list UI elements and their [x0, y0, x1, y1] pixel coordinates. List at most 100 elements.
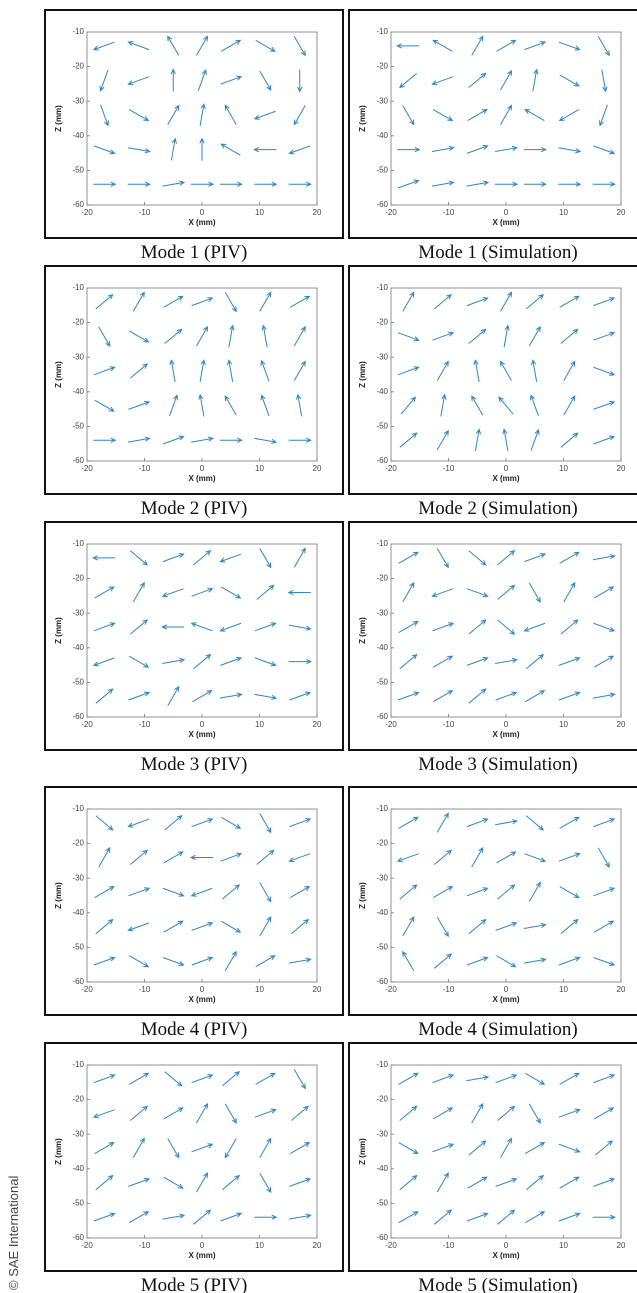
- vector-arrow: [128, 1177, 151, 1187]
- vector-arrow: [466, 887, 489, 897]
- vector-arrow: [495, 145, 518, 153]
- vector-arrow: [191, 587, 214, 597]
- x-tick-label: -20: [385, 985, 397, 994]
- vector-arrow: [199, 103, 206, 126]
- vector-arrow: [466, 1075, 490, 1082]
- y-tick-label: -60: [72, 712, 84, 721]
- vector-arrow: [432, 885, 454, 898]
- vector-arrow: [592, 692, 616, 699]
- vector-arrow: [431, 145, 455, 153]
- vector-arrow: [288, 145, 311, 155]
- vector-arrow: [398, 1142, 419, 1155]
- caption: Mode 1 (Simulation): [418, 242, 577, 263]
- x-tick-label: 10: [255, 720, 264, 729]
- vector-arrow: [128, 330, 150, 343]
- x-tick-label: -10: [443, 464, 455, 473]
- vector-arrow: [220, 852, 243, 862]
- credit: © SAE International: [6, 1176, 21, 1290]
- vector-arrow: [593, 887, 616, 897]
- x-tick-label: 10: [559, 208, 568, 217]
- y-tick-label: -50: [72, 166, 84, 175]
- vector-arrow: [193, 1209, 212, 1225]
- x-tick-label: -20: [385, 720, 397, 729]
- vector-arrow: [434, 1209, 453, 1225]
- vector-arrow: [191, 436, 214, 443]
- x-tick-label: 0: [504, 720, 509, 729]
- y-tick-label: -50: [376, 678, 388, 687]
- vector-arrow: [93, 622, 116, 632]
- vector-arrow: [169, 394, 179, 417]
- vector-arrow: [563, 360, 576, 381]
- vector-arrow: [468, 619, 487, 635]
- caption: Mode 3 (PIV): [141, 754, 248, 775]
- vector-arrow: [558, 1143, 581, 1153]
- x-tick-label: 10: [559, 464, 568, 473]
- vector-arrow: [523, 957, 547, 964]
- vector-arrow: [255, 955, 276, 968]
- vector-arrow: [95, 688, 114, 704]
- vector-arrow: [593, 1107, 615, 1120]
- vector-arrow: [398, 1072, 419, 1085]
- caption: Mode 3 (Simulation): [418, 754, 577, 775]
- vector-arrow: [93, 366, 116, 376]
- vector-arrow: [93, 181, 117, 187]
- vector-arrow: [523, 181, 547, 187]
- vector-arrow: [466, 1212, 489, 1222]
- vector-arrow: [467, 1176, 488, 1189]
- y-tick-label: -30: [376, 352, 388, 361]
- vector-arrow: [530, 359, 538, 382]
- vector-arrow: [593, 957, 616, 967]
- vector-arrow: [402, 291, 415, 312]
- vector-arrow: [526, 294, 545, 310]
- vector-arrow: [162, 957, 185, 967]
- vector-arrow: [289, 1177, 312, 1187]
- caption: Mode 5 (PIV): [141, 1275, 248, 1293]
- vector-arrow: [399, 884, 418, 900]
- x-axis-label: X (mm): [492, 995, 519, 1004]
- vector-arrow: [532, 68, 539, 92]
- y-axis-label: Z (mm): [54, 617, 63, 644]
- vector-arrow: [495, 1074, 518, 1084]
- vector-arrow: [167, 1138, 180, 1159]
- y-axis-label: Z (mm): [358, 882, 367, 909]
- vector-arrow: [467, 108, 488, 121]
- vector-arrow: [593, 331, 616, 341]
- vector-arrow: [254, 181, 278, 187]
- vector-arrow: [259, 1172, 272, 1194]
- panel-border: [348, 521, 637, 751]
- vector-arrow: [164, 328, 183, 344]
- y-tick-label: -40: [376, 131, 388, 140]
- vector-arrow: [432, 331, 455, 341]
- vector-arrow: [471, 35, 484, 56]
- vector-arrow: [167, 104, 180, 125]
- x-tick-label: 20: [313, 208, 322, 217]
- y-tick-label: -30: [72, 608, 84, 617]
- vector-arrow: [471, 395, 484, 416]
- vector-arrow: [127, 181, 151, 187]
- vector-arrow: [560, 619, 579, 635]
- vector-arrow: [169, 359, 176, 382]
- vector-arrow: [92, 41, 115, 51]
- x-tick-label: 10: [255, 1241, 264, 1250]
- vector-arrow: [260, 359, 270, 382]
- vector-arrow: [559, 74, 580, 87]
- vector-arrow: [593, 920, 615, 933]
- vector-arrow: [500, 291, 513, 312]
- panel-border: [348, 786, 637, 1016]
- vector-arrow: [495, 819, 518, 826]
- x-tick-label: 20: [617, 208, 626, 217]
- vector-arrow: [530, 428, 540, 451]
- vector-arrow: [436, 1172, 449, 1193]
- x-tick-label: 20: [313, 1241, 322, 1250]
- vector-arrow: [436, 548, 449, 569]
- vector-arrow: [399, 653, 418, 670]
- y-axis-label: Z (mm): [54, 882, 63, 909]
- panel-border: [348, 265, 637, 495]
- y-tick-label: -60: [376, 712, 388, 721]
- vector-arrow: [293, 547, 306, 568]
- y-tick-label: -20: [72, 1095, 84, 1104]
- vector-arrow: [524, 41, 547, 51]
- y-tick-label: -10: [72, 804, 84, 813]
